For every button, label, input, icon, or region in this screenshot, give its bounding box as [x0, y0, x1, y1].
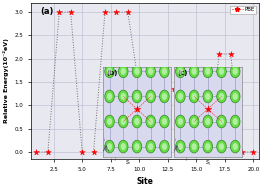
Point [126, 11, 130, 14]
Point [80, 150, 84, 153]
Text: $S_i$: $S_i$ [125, 159, 131, 167]
Point [114, 11, 119, 14]
Text: (a): (a) [40, 7, 53, 16]
Point [160, 88, 164, 91]
Point [217, 53, 221, 56]
Point [194, 150, 199, 153]
Point [34, 150, 39, 153]
Point [46, 150, 50, 153]
Point [137, 88, 141, 91]
Point [149, 88, 153, 91]
Point [103, 11, 107, 14]
Point [57, 11, 61, 14]
Point [240, 150, 244, 153]
Point [229, 53, 233, 56]
Point [251, 150, 256, 153]
Point [171, 88, 176, 91]
X-axis label: Site: Site [136, 177, 153, 186]
Point [206, 150, 210, 153]
Point [183, 90, 187, 93]
Text: $S_j$: $S_j$ [205, 159, 211, 169]
Legend: PBE: PBE [230, 5, 256, 14]
Point [92, 150, 96, 153]
Point [69, 11, 73, 14]
Y-axis label: Relative Energy(10⁻²eV): Relative Energy(10⁻²eV) [3, 39, 9, 123]
